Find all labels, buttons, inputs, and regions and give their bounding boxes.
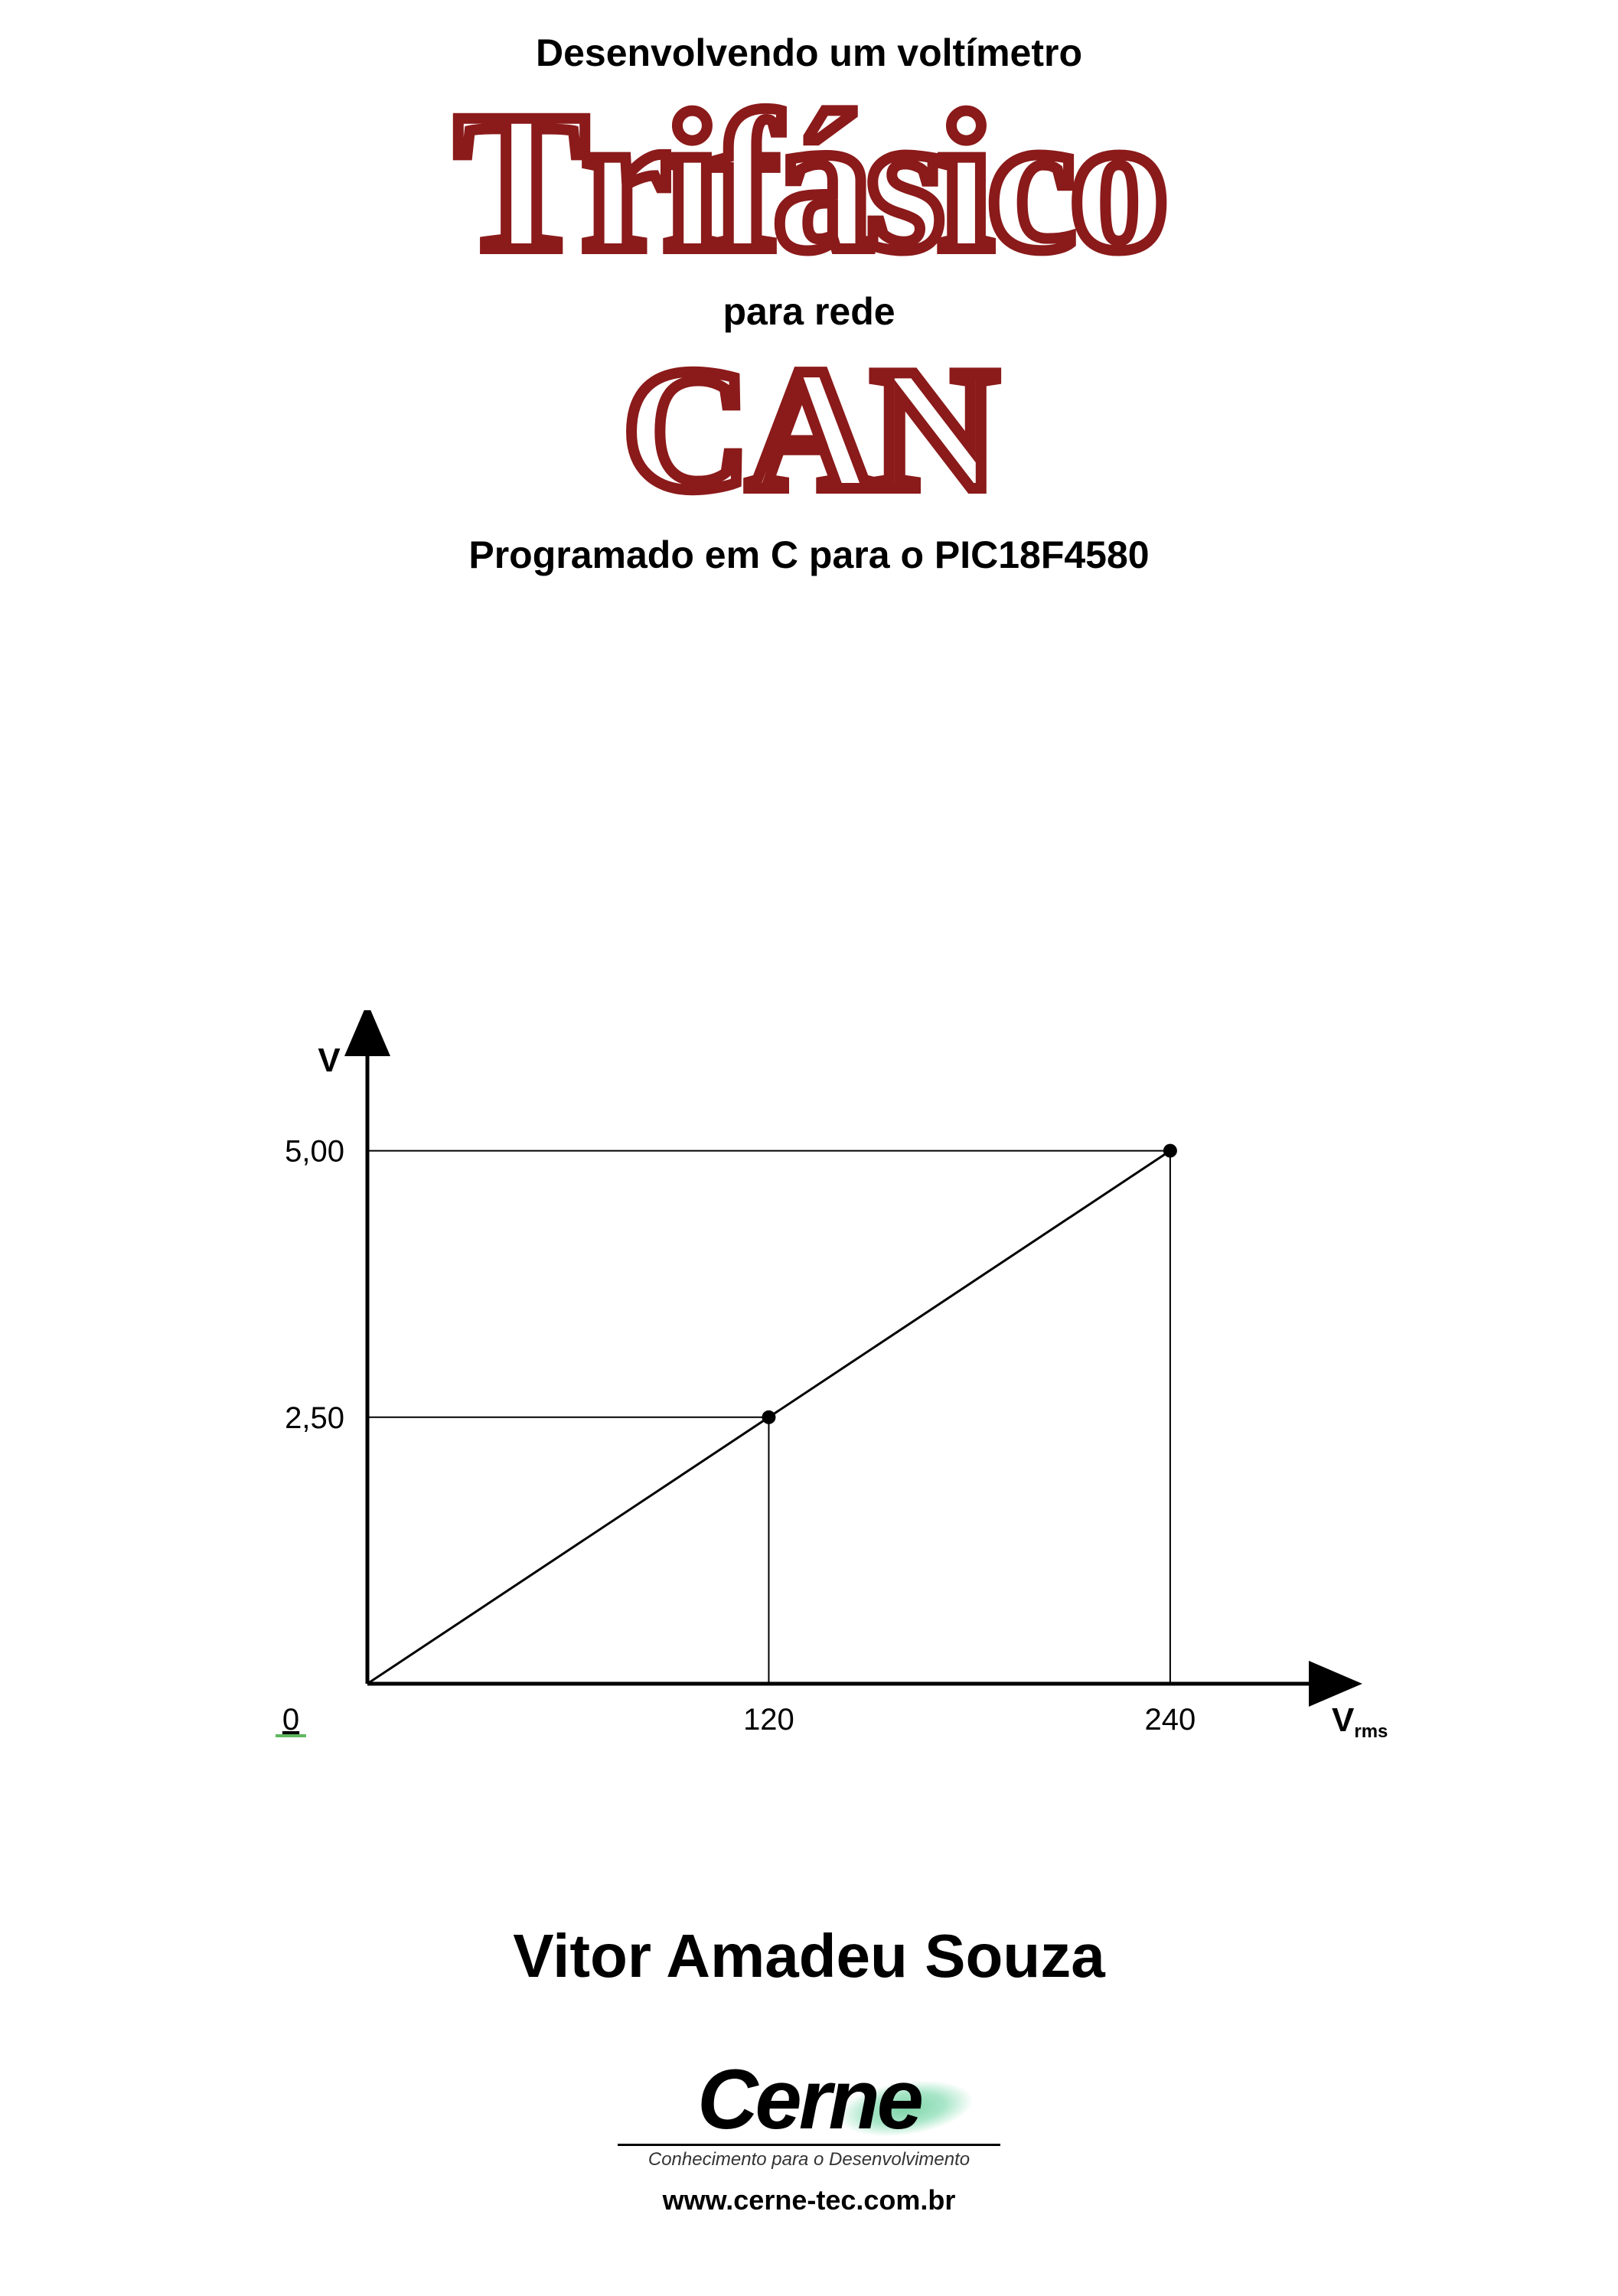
svg-text:Vrms: Vrms [1332,1701,1388,1742]
svg-text:120: 120 [743,1703,794,1737]
svg-text:240: 240 [1145,1703,1196,1737]
voltage-chart: 5,00 2,50 120 240 V Vrms 0 [214,1010,1408,1814]
title-line3: Programado em C para o PIC18F4580 [0,533,1618,577]
svg-text:V: V [318,1042,341,1079]
title-big1: Trifásico [455,83,1163,282]
publisher-logo: Cerne Conhecimento para o Desenvolviment… [0,2051,1618,2216]
author-name: Vitor Amadeu Souza [0,1921,1618,1991]
logo-url: www.cerne-tec.com.br [0,2184,1618,2216]
svg-text:2,50: 2,50 [285,1401,344,1435]
svg-text:5,00: 5,00 [285,1135,344,1169]
svg-text:0: 0 [282,1703,299,1737]
title-line2: para rede [0,289,1618,334]
logo-name: Cerne [697,2051,921,2148]
title-block: Desenvolvendo um voltímetro Trifásico pa… [0,31,1618,585]
title-big2: CAN [623,341,995,517]
title-line1: Desenvolvendo um voltímetro [0,31,1618,75]
chart-svg: 5,00 2,50 120 240 V Vrms 0 [214,1010,1408,1814]
